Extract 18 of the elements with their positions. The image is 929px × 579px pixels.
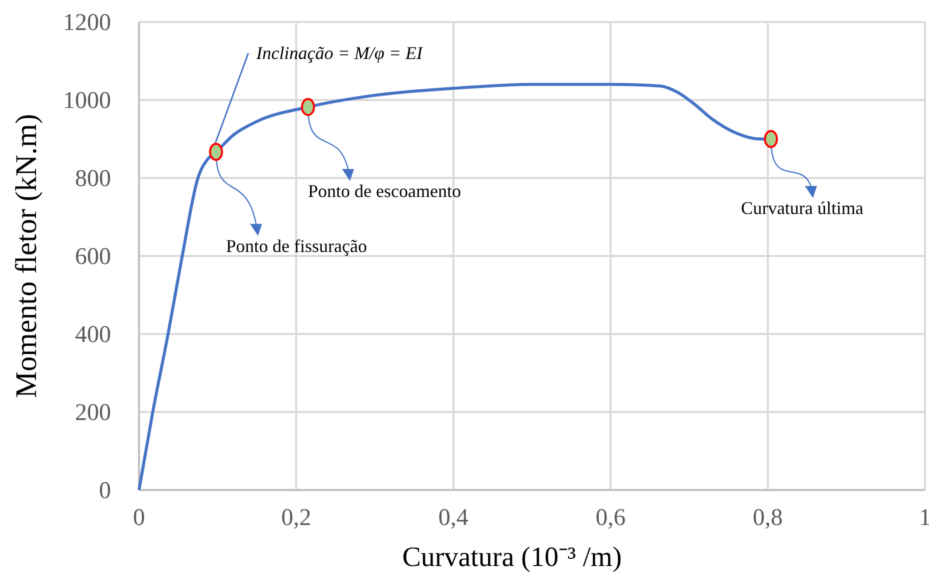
y-axis-title: Momento fletor (kN.m) <box>10 114 43 398</box>
x-tick-label: 0 <box>133 505 145 531</box>
annotation: Curvatura última <box>740 198 864 218</box>
x-tick-label: 0,6 <box>596 505 626 531</box>
y-tick-label: 1000 <box>63 88 111 114</box>
y-tick-label: 0 <box>99 478 111 504</box>
x-axis-title: Curvatura (10⁻³ /m) <box>402 542 622 573</box>
annotation: Inclinação = M/φ = EI <box>255 43 424 64</box>
x-tick-label: 0,8 <box>752 505 783 531</box>
y-tick-label: 200 <box>75 400 111 426</box>
y-tick-label: 1200 <box>63 10 111 36</box>
x-tick-label: 0,4 <box>438 505 468 531</box>
y-tick-label: 800 <box>75 166 111 192</box>
annotation: Ponto de escoamento <box>308 181 461 202</box>
y-tick-label: 600 <box>75 244 111 270</box>
y-tick-label: 400 <box>75 322 111 348</box>
annotation: Ponto de fissuração <box>226 236 367 256</box>
x-tick-label: 0,2 <box>281 505 312 531</box>
